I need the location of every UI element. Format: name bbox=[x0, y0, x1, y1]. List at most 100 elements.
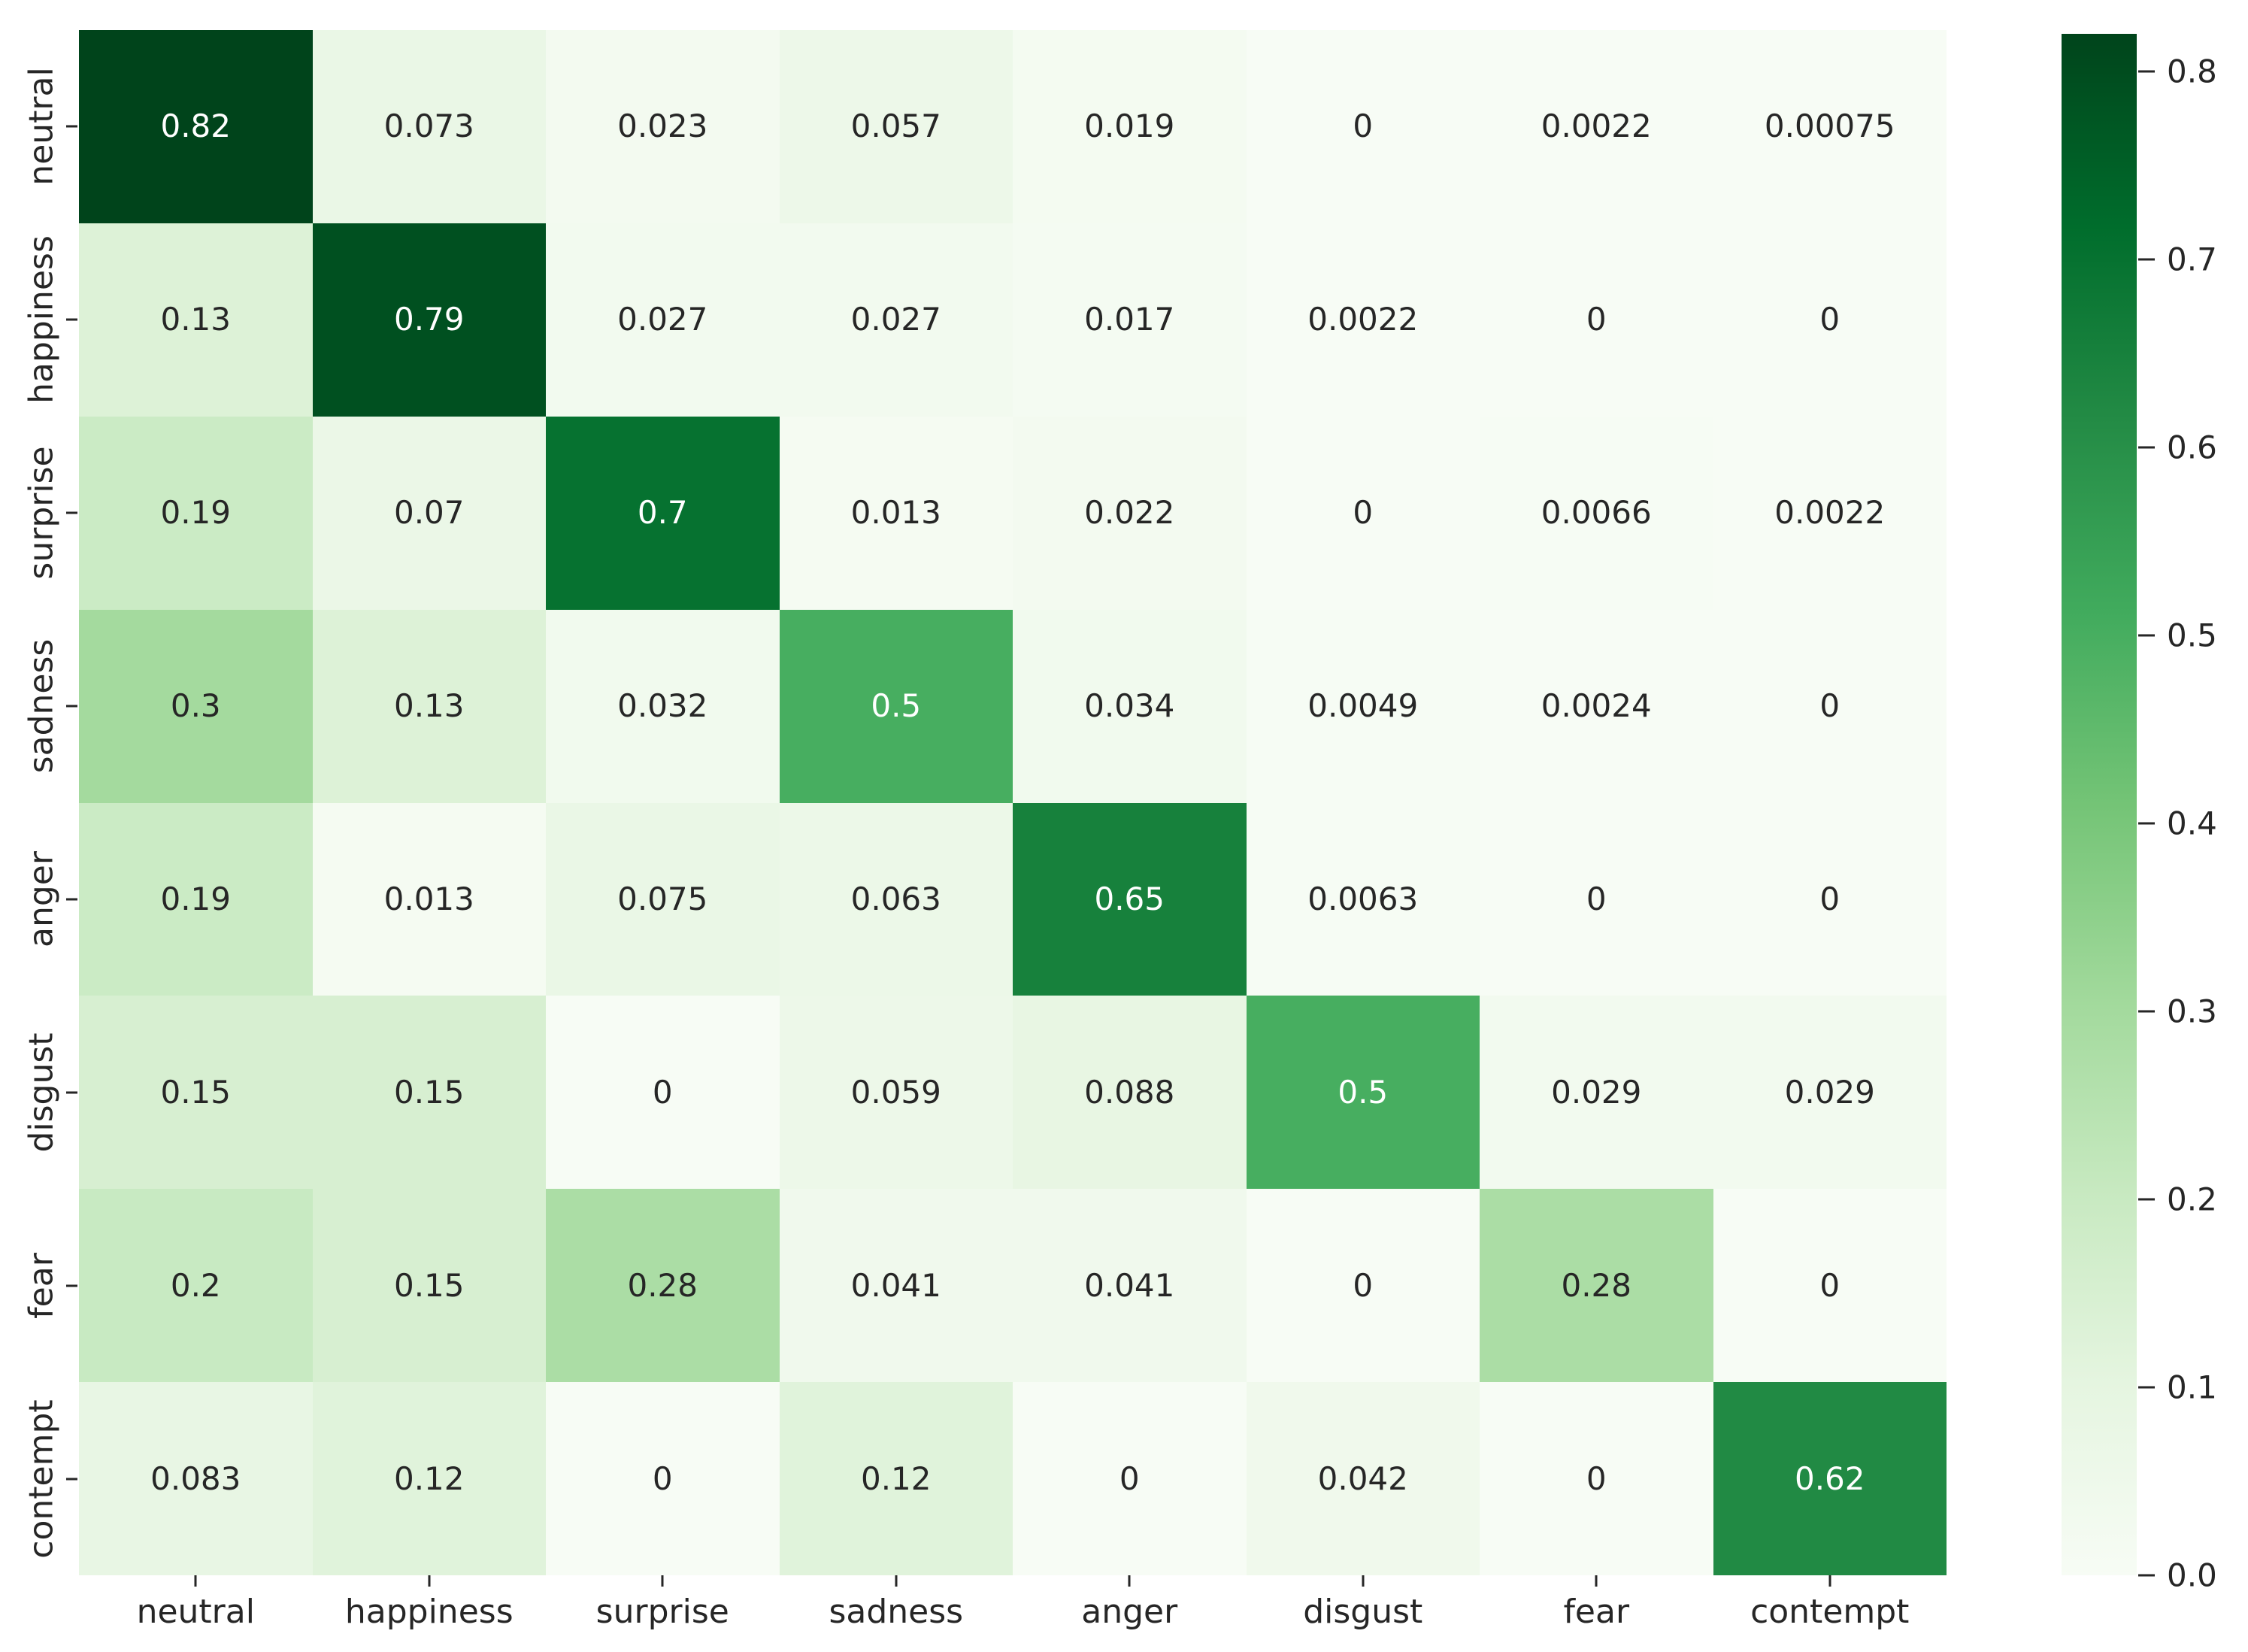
heatmap-cell-fear-contempt: 0 bbox=[1713, 1189, 1947, 1383]
colorbar-tick-label-0.1: 0.1 bbox=[2167, 1369, 2217, 1406]
y-tick-label-contempt: contempt bbox=[22, 1399, 61, 1559]
x-tick-label-disgust: disgust bbox=[1303, 1593, 1423, 1631]
heatmap-cell-neutral-fear: 0.0022 bbox=[1480, 30, 1713, 223]
colorbar-tick-label-0.2: 0.2 bbox=[2167, 1181, 2217, 1218]
heatmap-cell-happiness-sadness: 0.027 bbox=[779, 223, 1013, 417]
x-tick-label-contempt: contempt bbox=[1750, 1593, 1910, 1631]
heatmap-cell-contempt-neutral: 0.083 bbox=[79, 1382, 313, 1575]
heatmap-cell-sadness-surprise: 0.032 bbox=[546, 609, 780, 803]
x-tick-label-fear: fear bbox=[1563, 1593, 1630, 1631]
heatmap-cell-sadness-contempt: 0 bbox=[1713, 609, 1947, 803]
y-tick-mark bbox=[66, 511, 77, 514]
colorbar-tick-label-0.6: 0.6 bbox=[2167, 429, 2217, 466]
heatmap-cell-surprise-contempt: 0.0022 bbox=[1713, 416, 1947, 610]
x-tick-label-sadness: sadness bbox=[829, 1593, 964, 1631]
colorbar-tick-mark bbox=[2138, 70, 2155, 73]
heatmap-cell-fear-fear: 0.28 bbox=[1480, 1189, 1713, 1383]
heatmap-cell-surprise-disgust: 0 bbox=[1246, 416, 1480, 610]
heatmap-cell-fear-surprise: 0.28 bbox=[546, 1189, 780, 1383]
heatmap-grid: 0.82 0.073 0.023 0.057 0.019 0 0.0022 0.00075 0.… bbox=[79, 30, 1947, 1575]
heatmap-cell-happiness-surprise: 0.027 bbox=[546, 223, 780, 417]
colorbar-tick-mark bbox=[2138, 1198, 2155, 1201]
heatmap-cell-neutral-sadness: 0.057 bbox=[779, 30, 1013, 223]
heatmap-cell-surprise-sadness: 0.013 bbox=[779, 416, 1013, 610]
heatmap-cell-contempt-anger: 0 bbox=[1013, 1382, 1247, 1575]
heatmap-cell-disgust-happiness: 0.15 bbox=[312, 996, 546, 1190]
y-tick-mark bbox=[66, 318, 77, 321]
heatmap-cell-surprise-fear: 0.0066 bbox=[1480, 416, 1713, 610]
y-tick-label-happiness: happiness bbox=[22, 235, 61, 405]
heatmap-cell-sadness-neutral: 0.3 bbox=[79, 609, 313, 803]
heatmap-cell-disgust-neutral: 0.15 bbox=[79, 996, 313, 1190]
colorbar-tick-mark bbox=[2138, 1386, 2155, 1389]
colorbar-tick-label-0.7: 0.7 bbox=[2167, 241, 2217, 278]
y-tick-mark bbox=[66, 1284, 77, 1287]
heatmap-cell-neutral-contempt: 0.00075 bbox=[1713, 30, 1947, 223]
x-tick-label-surprise: surprise bbox=[595, 1593, 729, 1631]
heatmap-cell-sadness-anger: 0.034 bbox=[1013, 609, 1247, 803]
x-tick-label-neutral: neutral bbox=[136, 1593, 255, 1631]
heatmap-cell-fear-sadness: 0.041 bbox=[779, 1189, 1013, 1383]
heatmap-cell-surprise-surprise: 0.7 bbox=[546, 416, 780, 610]
colorbar-tick-mark bbox=[2138, 1010, 2155, 1013]
heatmap-cell-contempt-happiness: 0.12 bbox=[312, 1382, 546, 1575]
x-tick-mark bbox=[1595, 1575, 1598, 1587]
colorbar-tick-label-0.4: 0.4 bbox=[2167, 805, 2217, 842]
heatmap-cell-contempt-surprise: 0 bbox=[546, 1382, 780, 1575]
colorbar-tick-mark bbox=[2138, 446, 2155, 449]
heatmap-cell-anger-fear: 0 bbox=[1480, 802, 1713, 996]
heatmap-cell-neutral-anger: 0.019 bbox=[1013, 30, 1247, 223]
x-tick-mark bbox=[1362, 1575, 1365, 1587]
x-tick-mark bbox=[194, 1575, 197, 1587]
heatmap-cell-sadness-disgust: 0.0049 bbox=[1246, 609, 1480, 803]
x-tick-mark bbox=[1828, 1575, 1831, 1587]
heatmap-cell-surprise-neutral: 0.19 bbox=[79, 416, 313, 610]
x-tick-label-happiness: happiness bbox=[344, 1593, 514, 1631]
heatmap-cell-contempt-disgust: 0.042 bbox=[1246, 1382, 1480, 1575]
heatmap-cell-happiness-disgust: 0.0022 bbox=[1246, 223, 1480, 417]
y-tick-label-disgust: disgust bbox=[22, 1032, 61, 1153]
colorbar-gradient bbox=[2062, 34, 2137, 1575]
y-tick-label-surprise: surprise bbox=[22, 446, 61, 580]
y-tick-mark bbox=[66, 125, 77, 128]
heatmap-cell-fear-happiness: 0.15 bbox=[312, 1189, 546, 1383]
x-tick-label-anger: anger bbox=[1081, 1593, 1178, 1631]
x-tick-mark bbox=[428, 1575, 431, 1587]
y-tick-label-fear: fear bbox=[22, 1252, 61, 1319]
x-tick-mark bbox=[661, 1575, 664, 1587]
colorbar-tick-label-0.3: 0.3 bbox=[2167, 993, 2217, 1030]
y-tick-label-sadness: sadness bbox=[22, 638, 61, 774]
heatmap-cell-anger-disgust: 0.0063 bbox=[1246, 802, 1480, 996]
heatmap-cell-sadness-fear: 0.0024 bbox=[1480, 609, 1713, 803]
heatmap-cell-fear-disgust: 0 bbox=[1246, 1189, 1480, 1383]
heatmap-cell-happiness-contempt: 0 bbox=[1713, 223, 1947, 417]
heatmap-cell-disgust-disgust: 0.5 bbox=[1246, 996, 1480, 1190]
heatmap-cell-contempt-sadness: 0.12 bbox=[779, 1382, 1013, 1575]
colorbar-tick-label-0.5: 0.5 bbox=[2167, 617, 2217, 654]
x-tick-mark bbox=[895, 1575, 898, 1587]
colorbar-tick-mark bbox=[2138, 258, 2155, 261]
heatmap-cell-fear-neutral: 0.2 bbox=[79, 1189, 313, 1383]
y-tick-mark bbox=[66, 1478, 77, 1481]
colorbar-tick-label-0.0: 0.0 bbox=[2167, 1557, 2217, 1594]
heatmap-cell-anger-happiness: 0.013 bbox=[312, 802, 546, 996]
heatmap-cell-anger-surprise: 0.075 bbox=[546, 802, 780, 996]
heatmap-cell-neutral-surprise: 0.023 bbox=[546, 30, 780, 223]
heatmap-cell-surprise-anger: 0.022 bbox=[1013, 416, 1247, 610]
heatmap-cell-happiness-anger: 0.017 bbox=[1013, 223, 1247, 417]
y-tick-mark bbox=[66, 898, 77, 901]
y-tick-mark bbox=[66, 705, 77, 708]
heatmap-cell-surprise-happiness: 0.07 bbox=[312, 416, 546, 610]
heatmap-cell-neutral-neutral: 0.82 bbox=[79, 30, 313, 223]
colorbar-tick-mark bbox=[2138, 1574, 2155, 1577]
heatmap-cell-sadness-happiness: 0.13 bbox=[312, 609, 546, 803]
heatmap-cell-contempt-contempt: 0.62 bbox=[1713, 1382, 1947, 1575]
heatmap-cell-sadness-sadness: 0.5 bbox=[779, 609, 1013, 803]
heatmap-cell-happiness-happiness: 0.79 bbox=[312, 223, 546, 417]
heatmap-cell-anger-anger: 0.65 bbox=[1013, 802, 1247, 996]
heatmap-cell-fear-anger: 0.041 bbox=[1013, 1189, 1247, 1383]
heatmap-cell-anger-contempt: 0 bbox=[1713, 802, 1947, 996]
heatmap-cell-anger-sadness: 0.063 bbox=[779, 802, 1013, 996]
heatmap-cell-anger-neutral: 0.19 bbox=[79, 802, 313, 996]
